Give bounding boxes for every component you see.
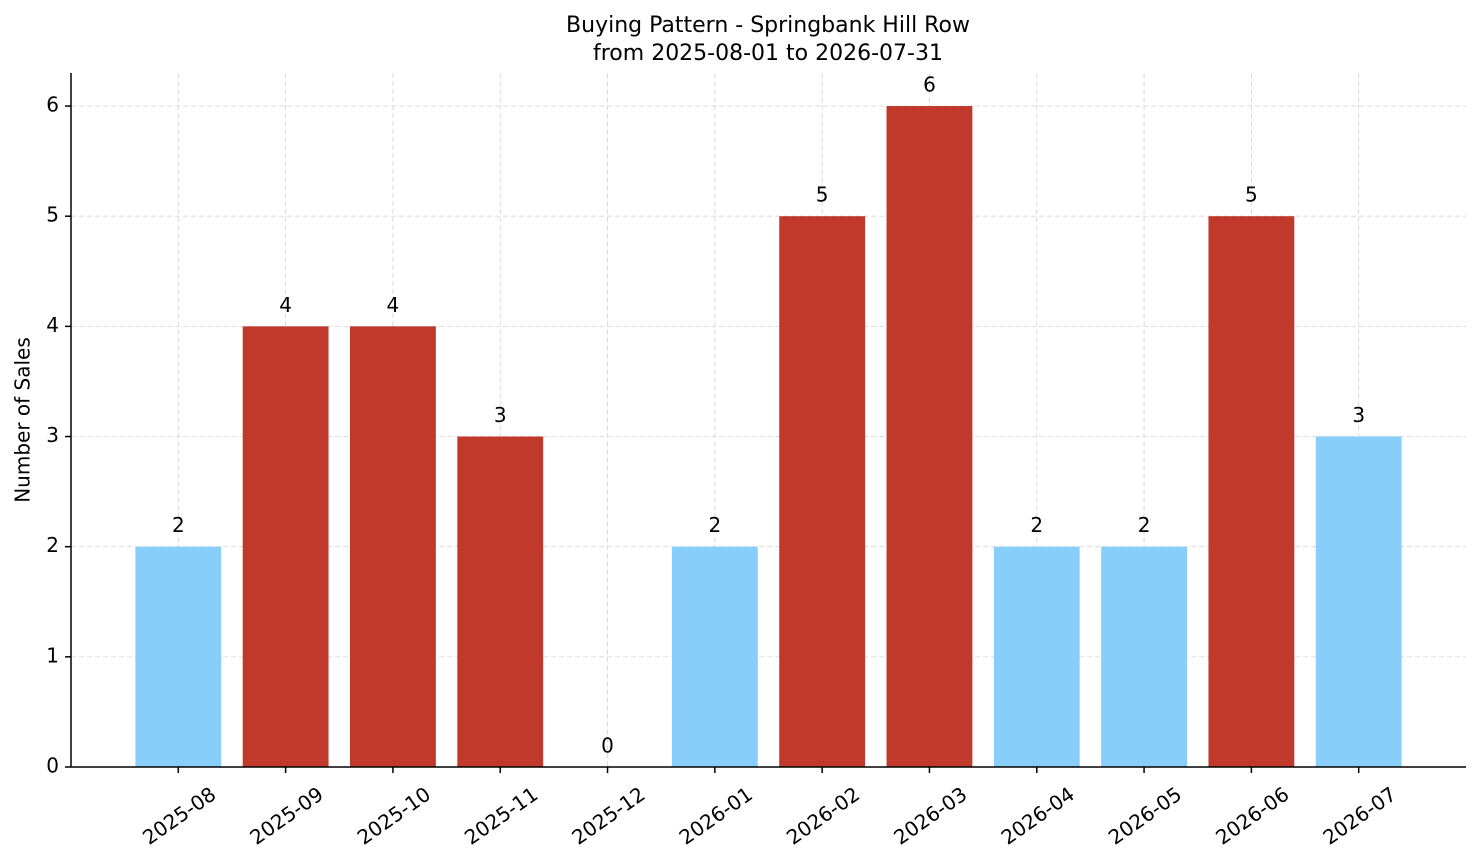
x-tick-label: 2025-10	[353, 782, 435, 850]
bar	[1101, 546, 1187, 767]
value-label: 2	[172, 513, 185, 537]
chart-subtitle: from 2025-08-01 to 2026-07-31	[593, 41, 943, 66]
x-tick-label: 2025-11	[460, 782, 542, 850]
x-tick-label: 2026-02	[782, 782, 864, 850]
x-tick-label: 2026-04	[997, 782, 1079, 850]
bar	[457, 436, 544, 767]
y-tick-label: 0	[46, 754, 59, 778]
x-tick-label: 2025-09	[245, 782, 327, 850]
y-tick-label: 6	[46, 93, 59, 117]
y-tick-label: 2	[46, 533, 59, 557]
x-tick-label: 2025-12	[567, 782, 649, 850]
value-label: 3	[494, 403, 507, 427]
value-label: 5	[1245, 183, 1258, 207]
value-label: 3	[1352, 403, 1365, 427]
bar	[779, 216, 866, 767]
x-tick-label: 2026-06	[1211, 782, 1293, 850]
bar	[1315, 436, 1402, 767]
chart-title: Buying Pattern - Springbank Hill Row	[566, 13, 970, 38]
value-label: 2	[1030, 513, 1043, 537]
x-tick-label: 2026-01	[675, 782, 757, 850]
bar	[242, 326, 329, 767]
y-tick-label: 5	[46, 203, 59, 227]
bar	[1208, 216, 1295, 767]
value-label: 5	[816, 183, 829, 207]
bar	[135, 546, 222, 767]
y-tick-label: 3	[46, 423, 59, 447]
value-label: 2	[1138, 513, 1151, 537]
x-tick-label: 2026-07	[1318, 782, 1400, 850]
y-tick-label: 4	[46, 313, 59, 337]
value-label: 6	[923, 73, 936, 97]
y-axis-label: Number of Sales	[11, 337, 35, 503]
value-label: 0	[601, 734, 614, 758]
x-tick-label: 2025-08	[138, 782, 220, 850]
value-label: 4	[279, 293, 292, 317]
x-tick-label: 2026-05	[1104, 782, 1186, 850]
value-label: 2	[708, 513, 721, 537]
x-tick-label: 2026-03	[889, 782, 971, 850]
bar	[671, 546, 758, 767]
bar	[350, 326, 436, 767]
y-tick-label: 1	[46, 643, 59, 667]
bar	[993, 546, 1080, 767]
value-label: 4	[387, 293, 400, 317]
bar	[886, 106, 973, 768]
